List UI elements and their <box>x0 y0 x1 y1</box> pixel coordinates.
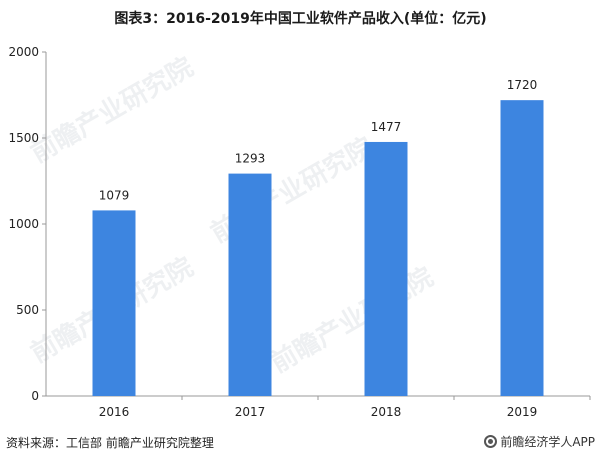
y-tick-label: 0 <box>31 389 39 403</box>
brand-text: 前瞻经济学人APP <box>500 435 595 449</box>
data-label: 1079 <box>99 188 130 202</box>
data-label: 1477 <box>371 120 402 134</box>
y-tick-label: 500 <box>16 303 39 317</box>
brand-logo-icon <box>484 435 498 448</box>
x-tick-label: 2017 <box>235 405 266 419</box>
bar <box>364 141 408 396</box>
bar <box>500 100 544 396</box>
data-label: 1720 <box>507 78 538 92</box>
x-tick-label: 2016 <box>99 405 130 419</box>
brand-label: 前瞻经济学人APP <box>484 433 595 450</box>
chart-title: 图表3：2016-2019年中国工业软件产品收入(单位：亿元) <box>114 11 487 27</box>
y-tick-label: 2000 <box>8 45 39 59</box>
x-tick-label: 2019 <box>507 405 538 419</box>
data-label: 1293 <box>235 152 266 166</box>
bar-chart: 0 500 1000 1500 2000 1079 2016 1293 2017 1477 2018… <box>8 45 591 419</box>
y-tick-label: 1500 <box>8 131 39 145</box>
source-note: 资料来源：工信部 前瞻产业研究院整理 <box>6 436 214 450</box>
y-tick-label: 1000 <box>8 217 39 231</box>
bar <box>92 210 136 396</box>
x-tick-label: 2018 <box>371 405 402 419</box>
bar <box>228 173 272 396</box>
